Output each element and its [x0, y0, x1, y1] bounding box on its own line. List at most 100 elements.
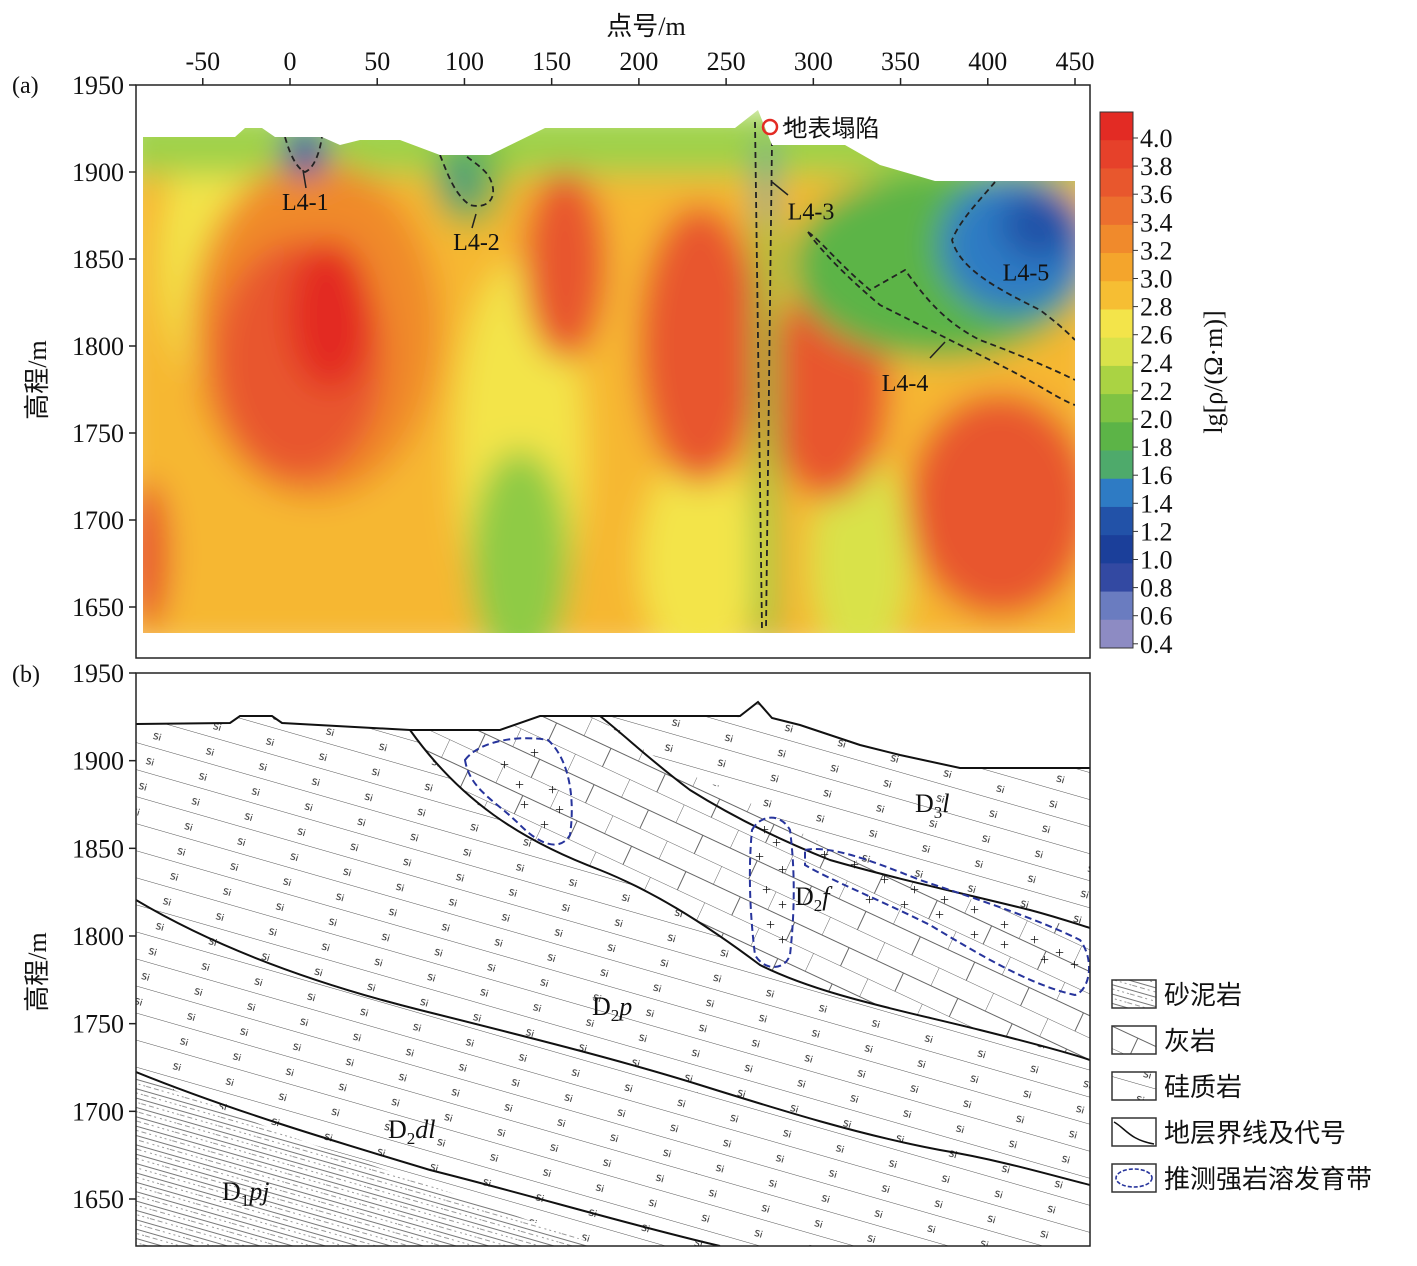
karst-cross: + — [1000, 937, 1009, 954]
colorbar-tick-label: 3.8 — [1140, 152, 1173, 181]
colorbar-frame — [1099, 111, 1134, 649]
x-tick-label: -50 — [185, 47, 220, 76]
legend-swatch — [1111, 1163, 1157, 1193]
x-tick-label: 100 — [445, 47, 484, 76]
panel-b-ylabel: 高程/m — [23, 932, 52, 1011]
karst-cross: + — [820, 847, 829, 864]
colorbar-tick-label: 2.8 — [1140, 293, 1173, 322]
colorbar-tick-label: 1.4 — [1140, 489, 1173, 518]
colorbar-tick-label: 2.0 — [1140, 405, 1173, 434]
y-tick-label: 1700 — [72, 1097, 124, 1126]
y-ticks-b: 1950 1900 1850 1800 1750 1700 1650 — [72, 659, 136, 1214]
karst-cross: + — [548, 782, 557, 799]
stratum-limestone — [410, 716, 1090, 1060]
karst-cross: + — [766, 917, 775, 934]
karst-cross: + — [778, 897, 787, 914]
panel-a-frame — [135, 84, 1091, 659]
colorbar-swatch — [1100, 224, 1133, 254]
legend-label: 砂泥岩 — [1164, 981, 1242, 1010]
colorbar-swatch — [1100, 619, 1133, 649]
legend-swatch — [1111, 1071, 1157, 1101]
x-tick-label: 200 — [619, 47, 658, 76]
x-tick-label: 50 — [364, 47, 390, 76]
karst-cross: + — [900, 897, 909, 914]
y-ticks-a: 1950 1900 1850 1800 1750 1700 1650 — [72, 71, 136, 622]
anomaly-label: L4-4 — [882, 371, 929, 397]
karst-cross: + — [910, 882, 919, 899]
x-ticks: -50 0 50 100 150 200 250 300 350 400 450 — [185, 47, 1095, 85]
stratum-code: D2p — [592, 992, 632, 1025]
legend-label: 地层界线及代号 — [1164, 1119, 1346, 1148]
colorbar-tick-label: 3.6 — [1140, 180, 1173, 209]
karst-cross: + — [515, 777, 524, 794]
karst-cross: + — [1030, 932, 1039, 949]
panel-a: (a) 点号/m -50 0 50 100 150 200 250 300 350 400 450 … — [12, 12, 1228, 659]
y-tick-label: 1850 — [72, 834, 124, 863]
y-tick-label: 1650 — [72, 1185, 124, 1214]
karst-cross: + — [500, 757, 509, 774]
strata-labels: D3l D2f D2p D2dl D1pj — [222, 789, 950, 1210]
resistivity-field — [143, 110, 1075, 633]
colorbar-tick-label: 1.2 — [1140, 517, 1173, 546]
colorbar-swatch — [1100, 112, 1133, 141]
legend-swatch — [1111, 1025, 1157, 1055]
x-tick-label: 350 — [881, 47, 920, 76]
panel-a-xlabel: 点号/m — [606, 12, 685, 41]
colorbar-tick-label: 0.8 — [1140, 574, 1173, 603]
colorbar-swatch — [1100, 535, 1133, 564]
colorbar-tick-label: 2.2 — [1140, 377, 1173, 406]
x-tick-label: 450 — [1056, 47, 1095, 76]
y-tick-label: 1650 — [72, 593, 124, 622]
karst-cross: + — [850, 857, 859, 874]
colorbar-tick-label: 3.2 — [1140, 236, 1173, 265]
colorbar-swatch — [1100, 591, 1133, 621]
panel-b-frame — [135, 672, 1091, 1247]
x-tick-label: 0 — [284, 47, 297, 76]
stratum-sandmud — [136, 1075, 600, 1246]
karst-cross: + — [1070, 957, 1079, 974]
colorbar-swatch — [1100, 506, 1133, 536]
colorbar-swatch — [1100, 196, 1133, 226]
legend-item: 硅质岩 — [1111, 1071, 1242, 1102]
legend-label: 灰岩 — [1164, 1027, 1216, 1056]
colorbar-swatch — [1100, 140, 1133, 169]
colorbar-swatch — [1100, 168, 1133, 198]
x-tick-label: 250 — [707, 47, 746, 76]
stratum-code: D2f — [795, 882, 833, 915]
colorbar-swatch — [1100, 394, 1133, 423]
collapse-label: 地表塌陷 — [783, 116, 879, 143]
colorbar-label: lg[ρ/(Ω·m)] — [1199, 310, 1228, 433]
panel-b-label: (b) — [12, 662, 40, 688]
colorbar-swatch — [1100, 563, 1133, 593]
colorbar-tick-label: 1.6 — [1140, 461, 1173, 490]
anomaly-label: L4-2 — [453, 230, 500, 256]
karst-cross: + — [970, 927, 979, 944]
y-tick-label: 1800 — [72, 332, 124, 361]
y-tick-label: 1950 — [72, 659, 124, 688]
colorbar-tick-label: 0.6 — [1140, 602, 1173, 631]
colorbar-tick-label: 2.4 — [1140, 349, 1173, 378]
stratum-siliceous — [136, 702, 1090, 1246]
anomaly-outlines — [284, 121, 1075, 631]
karst-cross: + — [530, 745, 539, 762]
y-tick-label: 1750 — [72, 1010, 124, 1039]
x-tick-label: 400 — [968, 47, 1007, 76]
karst-cross: + — [970, 902, 979, 919]
x-tick-label: 300 — [794, 47, 833, 76]
legend-item: 地层界线及代号 — [1111, 1117, 1346, 1148]
karst-cross: + — [772, 835, 781, 852]
colorbar-tick-label: 1.8 — [1140, 433, 1173, 462]
colorbar-tick-label: 1.0 — [1140, 546, 1173, 575]
collapse-marker — [761, 118, 779, 136]
anomaly-label: L4-5 — [1003, 260, 1050, 286]
y-tick-label: 1850 — [72, 245, 124, 274]
karst-cross: + — [555, 802, 564, 819]
colorbar-tick-label: 3.0 — [1140, 265, 1173, 294]
karst-cross: + — [940, 892, 949, 909]
karst-cross: + — [880, 872, 889, 889]
karst-cross: + — [1040, 952, 1049, 969]
legend-swatch — [1111, 979, 1157, 1009]
geologic-section: +++ ++++++++++++++++++++++ +++++ + — [136, 700, 1090, 1246]
